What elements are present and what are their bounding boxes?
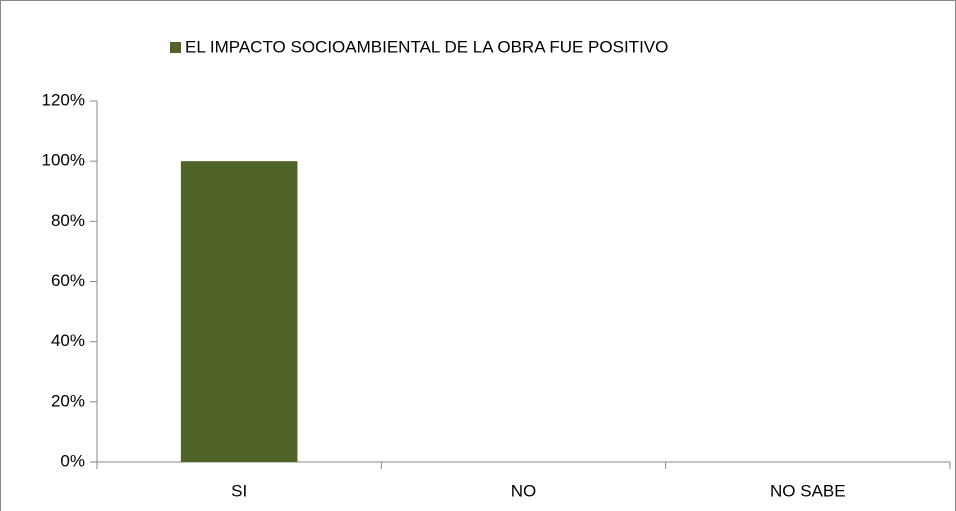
y-tick-label: 100% <box>42 151 85 170</box>
x-tick-label: NO SABE <box>770 481 846 500</box>
y-tick-label: 60% <box>51 271 85 290</box>
y-tick-label: 80% <box>51 211 85 230</box>
y-tick-label: 120% <box>42 90 85 109</box>
x-tick-label: SI <box>231 481 247 500</box>
bar <box>180 161 298 462</box>
legend-label: EL IMPACTO SOCIOAMBIENTAL DE LA OBRA FUE… <box>185 37 668 56</box>
y-tick-label: 0% <box>60 451 85 470</box>
y-tick-label: 40% <box>51 331 85 350</box>
y-tick-label: 20% <box>51 391 85 410</box>
x-tick-label: NO <box>511 481 537 500</box>
legend-swatch <box>170 42 181 53</box>
